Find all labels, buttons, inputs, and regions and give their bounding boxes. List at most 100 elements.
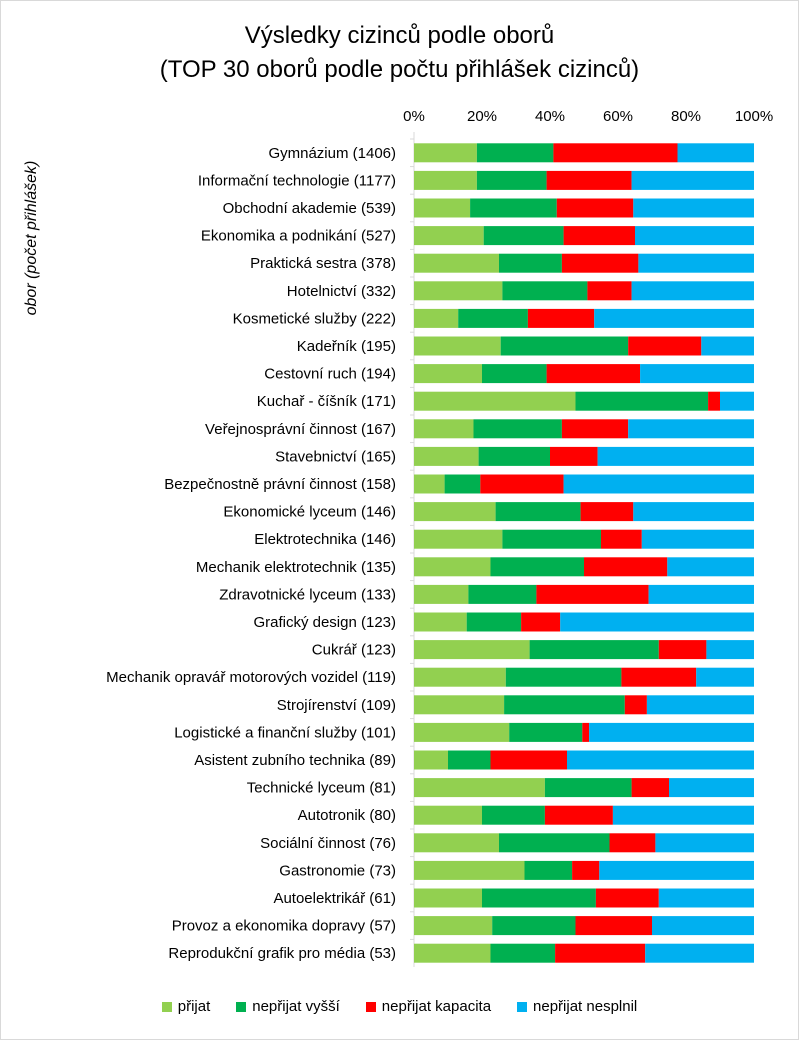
bar-segment-přijat <box>414 584 469 604</box>
category-label: Kuchař - číšník (171) <box>257 393 396 410</box>
bar-segment-nepřijat-vyšší <box>482 888 596 908</box>
bar-segment-nepřijat-kapacita <box>527 308 595 328</box>
category-label: Logistické a finanční služby (101) <box>174 724 396 741</box>
bar-segment-nepřijat-kapacita <box>555 943 646 963</box>
bar-segment-nepřijat-nesplnil <box>677 143 754 163</box>
bar-segment-nepřijat-kapacita <box>550 446 598 466</box>
legend-label: nepřijat nesplnil <box>533 998 638 1015</box>
bar-segment-nepřijat-vyšší <box>500 336 629 356</box>
bar-segment-nepřijat-nesplnil <box>567 750 754 770</box>
bar-segment-přijat <box>414 198 471 218</box>
x-tick-label: 20% <box>467 108 497 125</box>
bar-segment-nepřijat-vyšší <box>444 474 481 494</box>
bar-segment-nepřijat-vyšší <box>478 446 550 466</box>
legend-item: nepřijat nesplnil <box>517 998 637 1015</box>
stacked-bar-chart: 0% 20% 40% 60% 80% 100% Gymnázium (1406) Inform… <box>106 108 773 967</box>
category-label: Stavebnictví (165) <box>275 448 396 465</box>
bar-segment-nepřijat-nesplnil <box>701 336 754 356</box>
bar-segment-nepřijat-nesplnil <box>645 943 754 963</box>
bar-segment-nepřijat-vyšší <box>495 502 581 522</box>
bar-segment-nepřijat-vyšší <box>448 750 491 770</box>
category-label: Mechanik elektrotechnik (135) <box>196 559 396 576</box>
category-label: Ekonomické lyceum (146) <box>223 504 396 521</box>
category-label: Sociální činnost (76) <box>260 835 396 852</box>
legend: přijat nepřijat vyšší nepřijat kapacita nep… <box>0 998 799 1015</box>
bar-segment-nepřijat-kapacita <box>631 778 669 798</box>
x-tick-label: 80% <box>671 108 701 125</box>
legend-swatch <box>236 1001 247 1012</box>
category-label: Kosmetické služby (222) <box>233 310 396 327</box>
category-label: Mechanik opravář motorových vozidel (119… <box>106 669 396 686</box>
bar-segment-nepřijat-vyšší <box>504 695 625 715</box>
bar-segment-přijat <box>414 667 506 687</box>
bar-segment-přijat <box>414 364 482 384</box>
category-label: Provoz a ekonomika dopravy (57) <box>172 918 396 935</box>
bar-segment-přijat <box>414 253 499 273</box>
bar-segment-nepřijat-nesplnil <box>652 916 754 936</box>
bar-segment-nepřijat-nesplnil <box>631 281 754 301</box>
bar-segment-nepřijat-kapacita <box>624 695 647 715</box>
bar-segment-přijat <box>414 943 491 963</box>
bar-segment-nepřijat-nesplnil <box>633 198 754 218</box>
bar-segment-nepřijat-kapacita <box>708 391 720 411</box>
bar-segment-nepřijat-vyšší <box>490 557 584 577</box>
bar-segment-nepřijat-nesplnil <box>589 722 754 742</box>
bar-segment-nepřijat-vyšší <box>544 778 632 798</box>
legend-label: přijat <box>177 998 211 1015</box>
bar-segment-nepřijat-nesplnil <box>563 474 754 494</box>
bar-segment-nepřijat-vyšší <box>466 612 522 632</box>
bar-segment-nepřijat-vyšší <box>483 226 564 246</box>
bar-segment-nepřijat-kapacita <box>658 640 707 660</box>
bar-segment-nepřijat-nesplnil <box>641 529 754 549</box>
bar-segment-přijat <box>414 446 479 466</box>
category-label: Zdravotnické lyceum (133) <box>219 586 396 603</box>
x-tick-label: 60% <box>603 108 633 125</box>
bar-segment-nepřijat-nesplnil <box>633 502 754 522</box>
category-label: Informační technologie (1177) <box>198 172 396 189</box>
bar-segment-nepřijat-kapacita <box>601 529 642 549</box>
bar-segment-nepřijat-vyšší <box>473 419 562 439</box>
bar-segment-nepřijat-vyšší <box>492 916 576 936</box>
bar-segment-nepřijat-kapacita <box>561 419 629 439</box>
category-label: Asistent zubního technika (89) <box>194 752 396 769</box>
bar-segment-nepřijat-kapacita <box>556 198 634 218</box>
bar-segment-přijat <box>414 916 493 936</box>
category-label: Hotelnictví (332) <box>287 283 396 300</box>
bar-segment-nepřijat-kapacita <box>575 916 652 936</box>
category-label: Bezpečnostně právní činnost (158) <box>164 476 396 493</box>
bar-segment-přijat <box>414 695 505 715</box>
category-label: Reprodukční grafik pro média (53) <box>168 945 396 962</box>
bar-segment-přijat <box>414 336 501 356</box>
bar-segment-nepřijat-vyšší <box>499 833 610 853</box>
bar-segment-nepřijat-nesplnil <box>612 805 754 825</box>
bar-segment-nepřijat-nesplnil <box>669 778 754 798</box>
bar-segment-nepřijat-kapacita <box>595 888 659 908</box>
legend-label: nepřijat vyšší <box>252 998 340 1015</box>
bar-segment-nepřijat-kapacita <box>563 226 635 246</box>
bar-segment-nepřijat-kapacita <box>544 805 613 825</box>
bar-segment-nepřijat-nesplnil <box>599 860 754 880</box>
bar-segment-nepřijat-nesplnil <box>655 833 754 853</box>
bar-segment-přijat <box>414 391 576 411</box>
bar-segment-přijat <box>414 281 503 301</box>
bar-segment-nepřijat-kapacita <box>580 502 634 522</box>
bar-segment-nepřijat-kapacita <box>546 364 641 384</box>
category-label: Veřejnosprávní činnost (167) <box>205 421 396 438</box>
category-label: Autotronik (80) <box>298 807 396 824</box>
bar-segment-přijat <box>414 226 484 246</box>
bar-segment-nepřijat-vyšší <box>482 805 545 825</box>
bar-segment-přijat <box>414 557 491 577</box>
bar-segment-nepřijat-kapacita <box>536 584 649 604</box>
bar-segment-nepřijat-nesplnil <box>631 170 754 190</box>
bar-segment-přijat <box>414 170 477 190</box>
bar-segment-přijat <box>414 888 482 908</box>
bar-segment-nepřijat-kapacita <box>480 474 564 494</box>
bar-segment-přijat <box>414 308 459 328</box>
bar-segment-nepřijat-kapacita <box>587 281 632 301</box>
bar-segment-přijat <box>414 143 477 163</box>
bar-segment-nepřijat-vyšší <box>476 170 547 190</box>
bar-segment-nepřijat-vyšší <box>529 640 659 660</box>
category-label: Obchodní akademie (539) <box>223 200 396 217</box>
bar-segment-přijat <box>414 640 530 660</box>
bar-segment-nepřijat-nesplnil <box>667 557 754 577</box>
